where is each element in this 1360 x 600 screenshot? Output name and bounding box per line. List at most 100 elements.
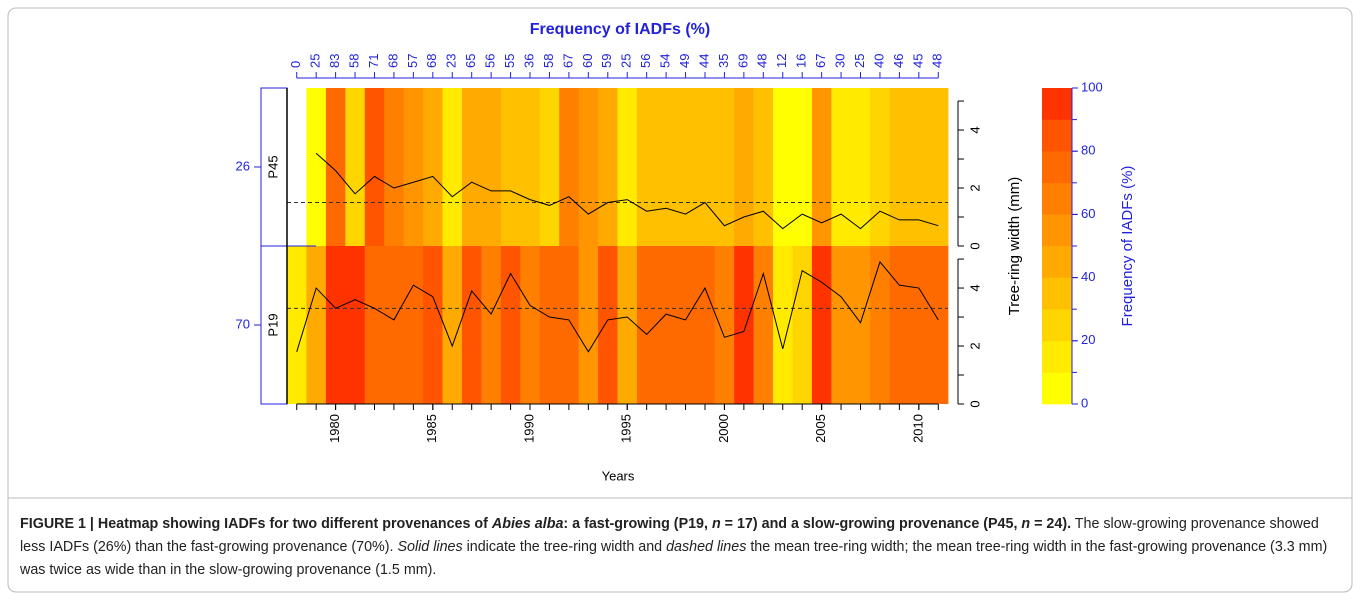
- x-axis-label: Years: [602, 468, 635, 483]
- top-frequency-label: 36: [521, 54, 536, 68]
- x-tick-label: 1985: [424, 414, 439, 443]
- caption-text: the mean tree-ring width; the mean tree-…: [20, 539, 1328, 578]
- y2-tick-label: 0: [967, 242, 982, 249]
- heat-cell: [889, 88, 910, 246]
- heat-cell: [442, 246, 463, 404]
- heat-cell: [461, 246, 482, 404]
- caption-text: indicate the tree-ring width and: [462, 539, 667, 555]
- colorbar-tick-label: 20: [1081, 332, 1095, 347]
- top-frequency-label: 68: [424, 54, 439, 68]
- width-line: [315, 152, 939, 230]
- top-frequency-label: 58: [346, 54, 361, 68]
- top-frequency-label: 54: [658, 54, 673, 68]
- heat-cell: [773, 246, 793, 404]
- row-name: P45: [265, 155, 280, 178]
- heat-cell: [578, 246, 599, 404]
- caption-text: = 17) and a slow-growing provenance (P45…: [720, 516, 1022, 532]
- heat-cell: [695, 88, 716, 246]
- heat-cell: [306, 246, 327, 404]
- heat-cell: [559, 246, 580, 404]
- caption-text: n: [711, 516, 721, 532]
- heat-cell: [753, 246, 774, 404]
- top-frequency-label: 59: [599, 54, 614, 68]
- x-tick-label: 1995: [619, 414, 634, 443]
- heat-cell: [520, 246, 541, 404]
- colorbar-bin: [1042, 151, 1072, 184]
- top-frequency-label: 71: [366, 54, 381, 68]
- colorbar-bin: [1042, 340, 1072, 373]
- heat-cell: [403, 88, 424, 246]
- colorbar-bin: [1042, 372, 1072, 405]
- colorbar-bin: [1042, 182, 1072, 215]
- top-frequency-label: 48: [930, 54, 945, 68]
- heat-cell: [714, 88, 735, 246]
- row-frequency: 26: [236, 158, 250, 173]
- figure-border: [7, 7, 1353, 593]
- heat-cell: [345, 246, 366, 404]
- heat-cell: [500, 246, 521, 404]
- y2-tick-label: 4: [967, 284, 982, 291]
- colorbar-tick-label: 40: [1081, 269, 1095, 284]
- heat-cell: [870, 88, 891, 246]
- top-frequency-label: 25: [308, 54, 323, 68]
- top-frequency-label: 25: [852, 54, 867, 68]
- heat-cell: [636, 246, 657, 404]
- top-frequency-label: 68: [385, 54, 400, 68]
- y2-tick-label: 2: [967, 342, 982, 349]
- heat-cell: [520, 88, 541, 246]
- top-frequency-label: 45: [910, 54, 925, 68]
- heat-cell: [831, 246, 852, 404]
- heat-cell: [364, 88, 385, 246]
- top-frequency-label: 40: [871, 54, 886, 68]
- top-frequency-label: 0: [288, 61, 303, 68]
- heat-cell: [714, 246, 735, 404]
- heat-cell: [792, 246, 813, 404]
- heat-cell: [753, 88, 774, 246]
- heat-cell: [306, 88, 327, 246]
- heat-cell: [909, 88, 929, 246]
- heat-cell: [792, 88, 813, 246]
- heat-cell: [423, 246, 443, 404]
- top-frequency-label: 57: [405, 54, 420, 68]
- heat-cell: [423, 88, 443, 246]
- caption: FIGURE 1 | Heatmap showing IADFs for two…: [20, 513, 1340, 582]
- heat-cell: [850, 246, 871, 404]
- top-frequency-label: 58: [541, 54, 556, 68]
- heat-cell: [656, 246, 677, 404]
- top-frequency-label: 67: [813, 54, 828, 68]
- y2-tick-label: 0: [967, 400, 982, 407]
- top-frequency-label: 56: [483, 54, 498, 68]
- colorbar-tick-label: 100: [1081, 79, 1103, 94]
- colorbar-tick-label: 80: [1081, 143, 1095, 158]
- heat-cell: [578, 88, 599, 246]
- caption-text: Abies alba: [491, 516, 564, 532]
- colorbar-bin: [1042, 119, 1072, 152]
- heat-cell: [695, 246, 716, 404]
- heat-cell: [500, 88, 521, 246]
- heat-cell: [539, 88, 560, 246]
- heat-cell: [384, 88, 405, 246]
- heat-cell: [325, 88, 346, 246]
- colorbar-bin: [1042, 246, 1072, 278]
- colorbar-bin: [1042, 88, 1072, 120]
- heat-cell: [675, 88, 696, 246]
- caption-text: = 24).: [1030, 516, 1072, 532]
- heat-cell: [442, 88, 463, 246]
- x-tick-label: 1980: [327, 414, 342, 443]
- heat-cell: [403, 246, 424, 404]
- colorbar-bin: [1042, 309, 1072, 342]
- heat-cell: [831, 88, 852, 246]
- top-frequency-label: 60: [580, 54, 595, 68]
- caption-text: : a fast-growing (P19,: [563, 516, 712, 532]
- heat-cell: [773, 88, 793, 246]
- heat-cell: [675, 246, 696, 404]
- heat-cell: [889, 246, 910, 404]
- heat-cell: [287, 246, 307, 404]
- chart-title: Frequency of IADFs (%): [530, 21, 710, 38]
- width-line: [296, 260, 939, 353]
- heat-cell: [364, 246, 385, 404]
- colorbar-tick-label: 60: [1081, 206, 1095, 221]
- x-tick-label: 2000: [716, 414, 731, 443]
